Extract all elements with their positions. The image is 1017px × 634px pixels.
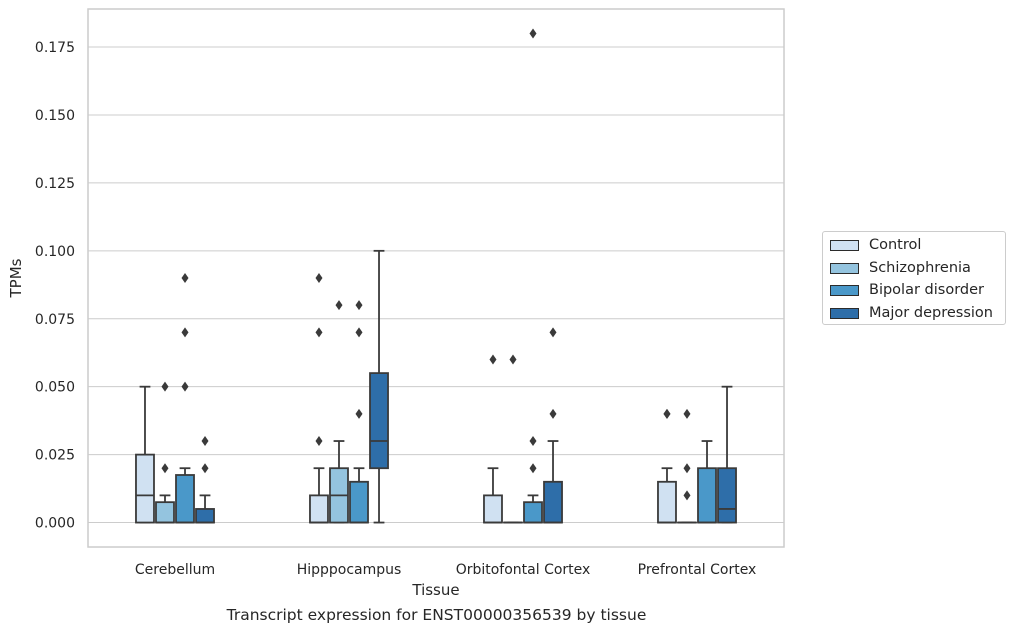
outlier-point-bipolar-disorder [529, 436, 537, 447]
legend-item-bipolar-disorder: Bipolar disorder [830, 280, 984, 300]
box-bipolar-disorder [175, 474, 195, 524]
plot-frame [87, 8, 785, 548]
outlier-point-major-depression [549, 408, 557, 419]
legend-label-control: Control [869, 237, 922, 253]
box-major-depression [195, 508, 215, 524]
y-tick-label: 0.175 [35, 40, 75, 56]
y-axis-title: TPMs [7, 258, 25, 298]
legend: Control Schizophrenia Bipolar disorder M… [822, 231, 1006, 325]
outlier-point-bipolar-disorder [355, 408, 363, 419]
y-tick-label: 0.150 [35, 108, 75, 124]
outlier-point-schizophrenia [683, 490, 691, 501]
legend-label-major-depression: Major depression [869, 305, 993, 321]
outlier-point-major-depression [549, 327, 557, 338]
outlier-point-major-depression [201, 463, 209, 474]
y-tick-label: 0.075 [35, 312, 75, 328]
outlier-point-major-depression [201, 436, 209, 447]
box-major-depression [717, 467, 737, 524]
outlier-point-control [315, 436, 323, 447]
y-tick-label: 0.050 [35, 380, 75, 396]
outlier-point-schizophrenia [683, 408, 691, 419]
outlier-point-control [315, 273, 323, 283]
outlier-point-schizophrenia [335, 300, 343, 311]
legend-swatch-schizophrenia [830, 262, 859, 274]
y-tick-label: 0.100 [35, 244, 75, 260]
outlier-point-control [489, 354, 497, 365]
box-control [135, 453, 155, 524]
legend-swatch-major-depression [830, 307, 859, 319]
box-schizophrenia [155, 501, 175, 524]
y-tick-label: 0.025 [35, 448, 75, 464]
x-tick-label: Orbitofontal Cortex [456, 562, 591, 578]
box-control [483, 494, 503, 524]
box-bipolar-disorder [697, 467, 717, 524]
outlier-point-bipolar-disorder [355, 327, 363, 338]
legend-item-major-depression: Major depression [830, 303, 993, 323]
outlier-point-schizophrenia [161, 381, 169, 392]
chart-caption: Transcript expression for ENST0000035653… [226, 606, 647, 624]
x-axis-title: Tissue [411, 581, 459, 599]
outlier-point-bipolar-disorder [529, 28, 537, 39]
outlier-point-schizophrenia [161, 463, 169, 474]
legend-item-schizophrenia: Schizophrenia [830, 258, 971, 278]
box-control [657, 480, 677, 524]
outlier-point-bipolar-disorder [355, 300, 363, 311]
legend-label-bipolar-disorder: Bipolar disorder [869, 282, 984, 298]
y-tick-label: 0.000 [35, 516, 75, 532]
outlier-point-control [663, 408, 671, 419]
outlier-point-bipolar-disorder [181, 273, 189, 283]
legend-label-schizophrenia: Schizophrenia [869, 260, 971, 276]
box-major-depression [369, 372, 389, 470]
outlier-point-control [315, 327, 323, 338]
x-tick-label: Hipppocampus [297, 562, 402, 578]
box-bipolar-disorder [349, 480, 369, 524]
outlier-point-bipolar-disorder [181, 327, 189, 338]
legend-swatch-control [830, 239, 859, 251]
outlier-point-schizophrenia [683, 463, 691, 474]
x-tick-label: Cerebellum [135, 562, 215, 578]
outlier-point-bipolar-disorder [529, 463, 537, 474]
outlier-point-bipolar-disorder [181, 381, 189, 392]
legend-item-control: Control [830, 235, 921, 255]
box-major-depression [543, 480, 563, 524]
y-tick-label: 0.125 [35, 176, 75, 192]
x-tick-label: Prefrontal Cortex [638, 562, 757, 578]
outlier-point-schizophrenia [509, 354, 517, 365]
box-bipolar-disorder [523, 501, 543, 524]
box-control [309, 494, 329, 524]
legend-swatch-bipolar-disorder [830, 284, 859, 296]
